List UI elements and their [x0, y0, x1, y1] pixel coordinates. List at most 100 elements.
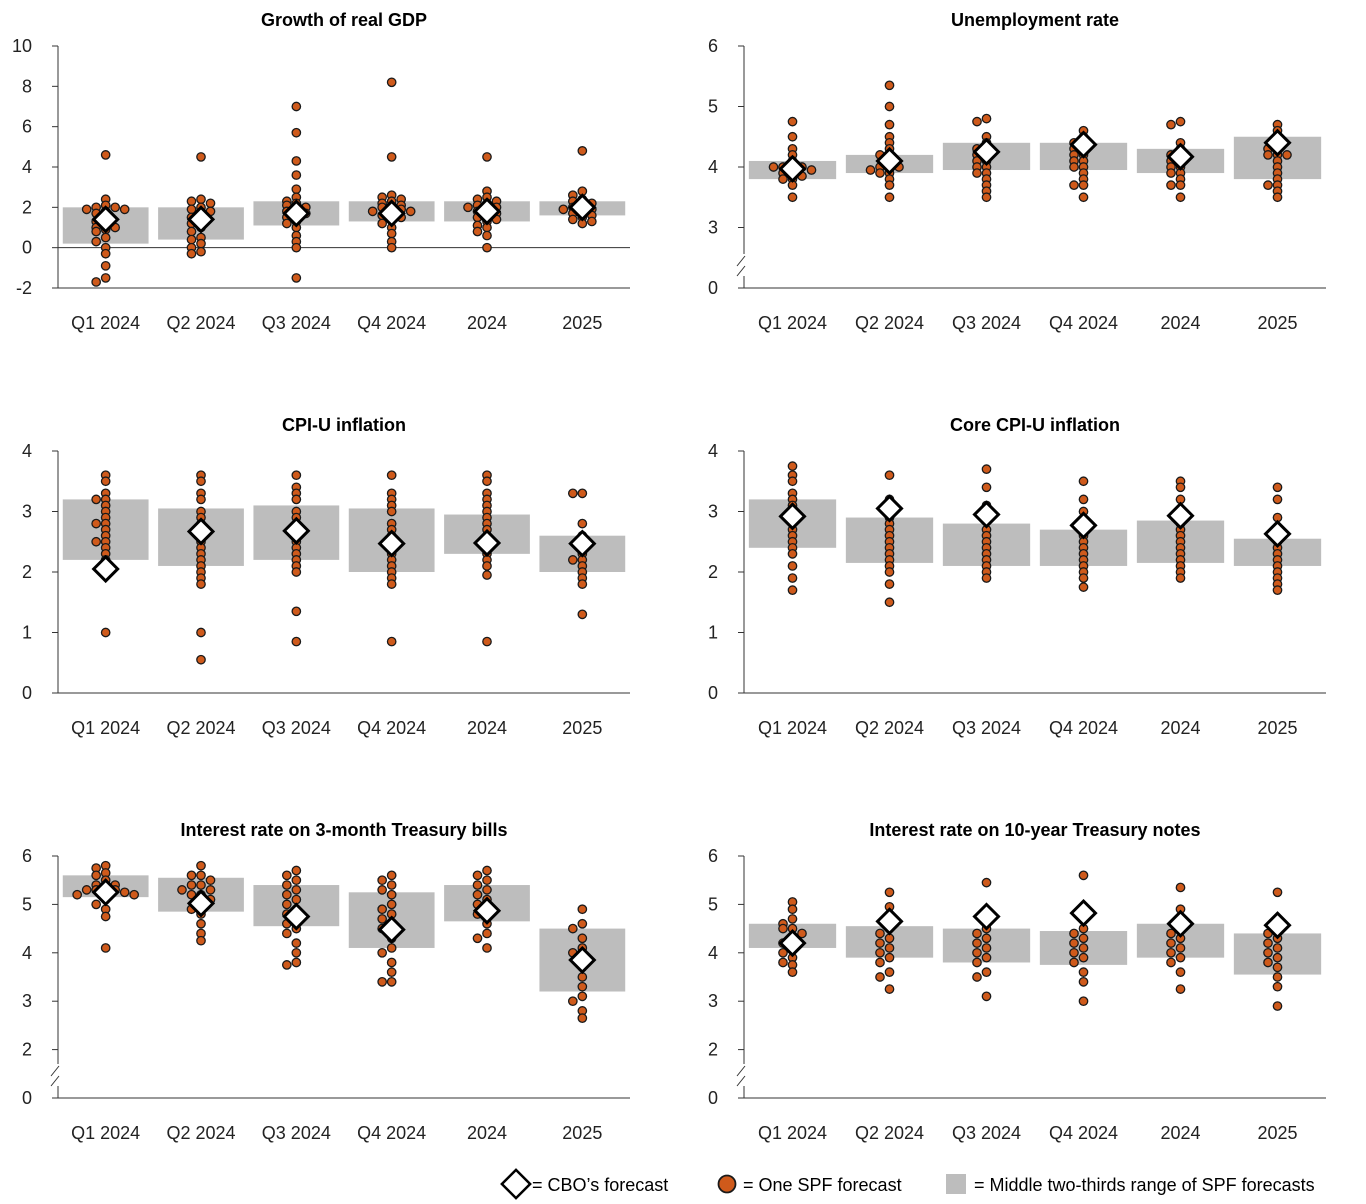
cbo-forecast-marker [568, 529, 597, 558]
spf-forecast-dot [577, 991, 588, 1002]
spf-forecast-dot [1078, 952, 1089, 963]
spf-forecast-dot [205, 885, 216, 895]
x-tick-label: Q4 2024 [1049, 1123, 1118, 1143]
spf-forecast-dot [875, 928, 885, 939]
spf-forecast-dot [386, 889, 397, 900]
spf-forecast-dot [1166, 947, 1176, 958]
spf-forecast-dot [119, 204, 130, 215]
spf-forecast-dot [981, 967, 992, 978]
spf-forecast-dot [110, 202, 121, 213]
y-tick-label: 3 [22, 502, 32, 522]
spf-forecast-dot [981, 952, 992, 963]
spf-forecast-dot [196, 476, 206, 487]
spf-forecast-dot [1272, 962, 1283, 973]
spf-forecast-dot [100, 911, 111, 922]
spf-forecast-dot [386, 976, 397, 987]
spf-forecast-dot [91, 236, 102, 247]
spf-forecast-dot [482, 885, 492, 895]
x-tick-label: Q2 2024 [166, 313, 235, 333]
spf-forecast-dot [884, 180, 895, 190]
axis-break-mark [736, 265, 746, 277]
spf-forecast-dot [567, 923, 578, 934]
spf-forecast-dot [981, 991, 992, 1002]
spf-forecast-dot [1272, 943, 1283, 953]
spf-forecast-dot [482, 636, 492, 647]
cbo-forecast-marker [875, 146, 904, 176]
y-tick-label: 5 [708, 894, 718, 914]
spf-forecast-dot [567, 214, 578, 225]
x-tick-label: Q1 2024 [758, 1123, 827, 1143]
spf-forecast-dot [129, 889, 140, 900]
spf-forecast-dot [386, 228, 397, 239]
spf-forecast-dot [567, 555, 578, 565]
x-tick-label: Q3 2024 [262, 313, 331, 333]
cbo-forecast-marker [972, 500, 1001, 529]
cbo-forecast-marker [1069, 511, 1098, 540]
spf-forecast-dot [386, 506, 397, 517]
y-tick-label: 8 [22, 76, 32, 96]
cbo-forecast-marker [91, 554, 120, 584]
spf-forecast-dot [386, 880, 397, 890]
spf-forecast-dot [1166, 957, 1176, 968]
spf-forecast-dot [196, 152, 206, 162]
spf-forecast-dot [577, 146, 588, 156]
spf-forecast-dot [768, 162, 779, 172]
spf-forecast-dot [81, 204, 92, 215]
spf-forecast-dot [291, 470, 302, 481]
chart-title: Growth of real GDP [261, 10, 427, 30]
spf-forecast-dot [1078, 192, 1089, 203]
spf-forecast-dot [577, 904, 588, 915]
spf-forecast-dot [281, 870, 292, 881]
cbo-forecast-marker [186, 889, 216, 918]
spf-forecast-dot [778, 957, 788, 968]
spf-forecast-dot [1175, 967, 1186, 978]
spf-forecast-dot [100, 627, 111, 638]
spf-forecast-dot [291, 957, 302, 968]
spf-forecast-dot [1078, 933, 1089, 944]
spf-forecast-dot [377, 914, 388, 924]
cbo-forecast-marker [472, 896, 502, 925]
y-tick-label: 4 [708, 441, 718, 461]
spf-forecast-dot [1078, 870, 1089, 881]
x-tick-label: 2025 [562, 1123, 602, 1143]
spf-forecast-dot [884, 887, 895, 898]
spf-forecast-dot [1166, 119, 1176, 130]
x-tick-label: 2024 [467, 313, 507, 333]
spf-forecast-dot [981, 573, 992, 583]
x-tick-label: Q3 2024 [952, 718, 1021, 738]
spf-forecast-dot [367, 206, 378, 217]
spf-forecast-dot [1175, 882, 1186, 893]
x-tick-label: Q4 2024 [1049, 718, 1118, 738]
spf-forecast-dot [1175, 116, 1186, 127]
spf-forecast-dot [1078, 967, 1089, 978]
axis-break-mark [50, 1075, 60, 1087]
cbo-forecast-marker [377, 915, 406, 944]
x-tick-label: 2024 [1160, 1123, 1200, 1143]
y-tick-label: 0 [708, 1088, 718, 1108]
y-tick-label: 10 [12, 36, 32, 56]
spf-forecast-dot [472, 226, 483, 237]
legend-range-label: = Middle two-thirds range of SPF forecas… [974, 1175, 1315, 1195]
spf-forecast-dot [91, 870, 102, 881]
spf-forecast-dot [1078, 976, 1089, 987]
spf-forecast-dot [1175, 943, 1186, 953]
spf-forecast-dot [981, 482, 992, 493]
y-tick-label: 3 [708, 991, 718, 1011]
cbo-forecast-marker [1069, 130, 1098, 159]
y-tick-label: 1 [708, 623, 718, 643]
spf-forecast-dot [377, 904, 388, 915]
cbo-forecast-marker [778, 502, 807, 531]
spf-forecast-dot [281, 889, 292, 900]
spf-forecast-dot [1166, 938, 1176, 948]
spf-forecast-dot [482, 943, 492, 953]
spf-forecast-dot [778, 923, 788, 934]
spf-forecast-dot [884, 470, 895, 481]
spf-forecast-dot [1272, 981, 1283, 992]
spf-forecast-dot [291, 156, 302, 166]
spf-forecast-dot [91, 899, 102, 910]
spf-forecast-dot [1078, 943, 1089, 953]
spf-forecast-dot [787, 461, 798, 471]
y-tick-label: 6 [22, 117, 32, 137]
y-tick-label: 4 [708, 157, 718, 177]
spf-forecast-dot [875, 938, 885, 948]
